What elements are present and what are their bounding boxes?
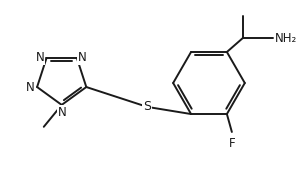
Text: F: F bbox=[229, 137, 235, 150]
Text: NH₂: NH₂ bbox=[275, 32, 297, 45]
Text: N: N bbox=[26, 81, 35, 94]
Text: N: N bbox=[58, 106, 67, 119]
Text: N: N bbox=[36, 51, 44, 64]
Text: N: N bbox=[78, 51, 87, 64]
Text: S: S bbox=[143, 100, 151, 113]
